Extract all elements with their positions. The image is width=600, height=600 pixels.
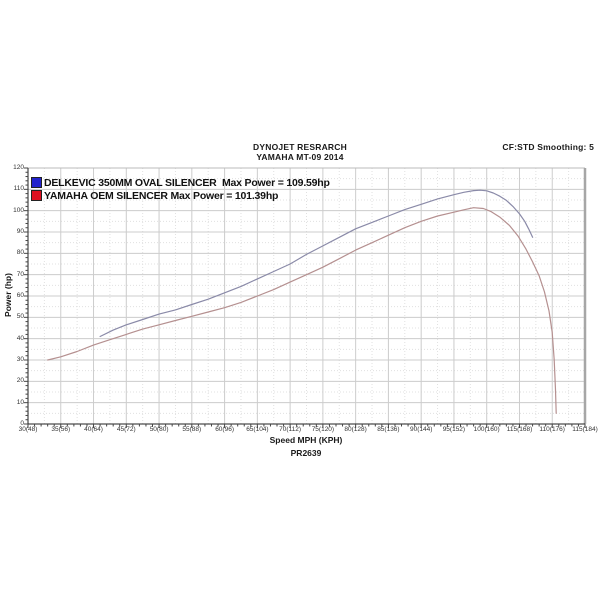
x-tick-label: 30(48) — [18, 426, 38, 433]
x-tick-label: 80(128) — [344, 426, 367, 433]
y-tick-label: 120 — [13, 164, 24, 171]
x-tick-label: 35(56) — [51, 426, 71, 433]
x-tick-label: 45(72) — [116, 426, 136, 433]
x-tick-label: 115(184) — [572, 426, 598, 433]
y-tick-label: 100 — [13, 206, 24, 214]
legend-swatch-yamaha-oem — [31, 190, 42, 201]
y-tick-label: 110 — [13, 185, 24, 193]
chart-legend: DELKEVIC 350MM OVAL SILENCER Max Power =… — [31, 176, 330, 202]
legend-swatch-delkevic — [31, 177, 42, 188]
legend-row-yamaha-oem: YAMAHA OEM SILENCER Max Power = 101.39hp — [31, 189, 330, 202]
y-tick-label: 0 — [20, 420, 24, 427]
x-tick-label: 75(120) — [311, 426, 335, 433]
x-tick-label: 70(112) — [279, 426, 302, 433]
y-tick-label: 40 — [16, 334, 24, 342]
x-axis-title: Speed MPH (KPH) — [269, 435, 343, 445]
legend-label-yamaha-oem: YAMAHA OEM SILENCER Max Power = 101.39hp — [44, 189, 279, 202]
x-tick-label: 60(96) — [215, 426, 234, 433]
chart-subtitle: YAMAHA MT-09 2014 — [256, 152, 344, 162]
y-tick-label: 20 — [16, 377, 24, 385]
run-id: PR2639 — [290, 448, 322, 458]
x-tick-label: 110(176) — [539, 426, 565, 433]
x-tick-label: 65(104) — [246, 426, 269, 433]
x-tick-label: 85(136) — [377, 426, 400, 433]
x-tick-label: 55(88) — [182, 426, 202, 433]
series-line-yamaha-oem — [47, 207, 557, 414]
x-tick-label: 90(144) — [409, 426, 433, 433]
x-tick-label: 100(160) — [473, 426, 500, 433]
x-tick-label: 40(64) — [84, 426, 103, 433]
y-tick-label: 50 — [16, 313, 24, 321]
y-tick-label: 70 — [16, 270, 24, 278]
x-tick-label: 95(152) — [442, 426, 466, 433]
legend-label-delkevic: DELKEVIC 350MM OVAL SILENCER Max Power =… — [44, 176, 330, 189]
y-tick-label: 10 — [16, 398, 24, 406]
y-tick-label: 60 — [16, 292, 24, 299]
chart-title: DYNOJET RESRARCH — [253, 142, 347, 152]
y-tick-label: 30 — [16, 356, 24, 363]
series-line-delkevic — [99, 189, 534, 338]
y-tick-label: 90 — [16, 228, 24, 235]
y-tick-label: 80 — [16, 249, 24, 257]
x-tick-label: 115(168) — [506, 426, 533, 433]
legend-row-delkevic: DELKEVIC 350MM OVAL SILENCER Max Power =… — [31, 176, 330, 189]
x-tick-label: 50(80) — [149, 426, 169, 433]
smoothing-label: CF:STD Smoothing: 5 — [502, 142, 594, 152]
chart-header: DYNOJET RESRARCH YAMAHA MT-09 2014 — [150, 142, 450, 162]
